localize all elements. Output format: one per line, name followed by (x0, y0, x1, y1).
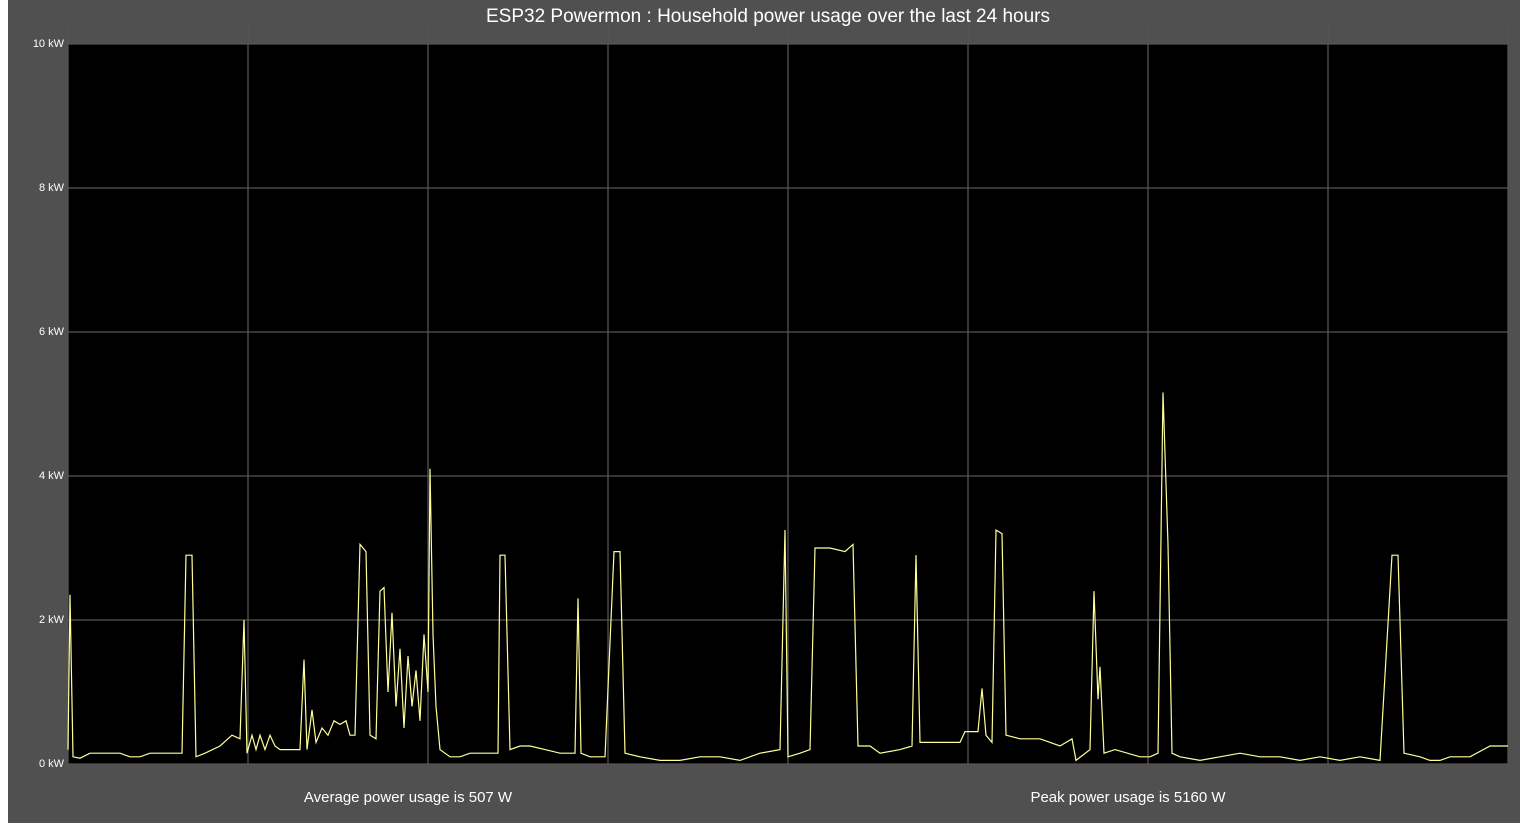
y-tick-label: 2 kW (39, 614, 65, 626)
y-tick-label: 0 kW (39, 758, 65, 770)
y-tick-label: 6 kW (39, 326, 65, 338)
chart-title: ESP32 Powermon : Household power usage o… (486, 6, 1050, 27)
average-label: Average power usage is 507 W (304, 789, 513, 806)
y-tick-label: 10 kW (33, 38, 65, 50)
peak-label: Peak power usage is 5160 W (1030, 789, 1226, 806)
y-tick-label: 4 kW (39, 470, 65, 482)
y-tick-label: 8 kW (39, 182, 65, 194)
power-line (67, 392, 1508, 762)
